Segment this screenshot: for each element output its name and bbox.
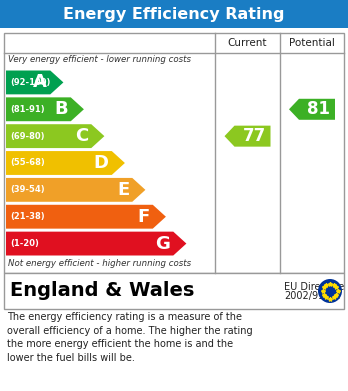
Text: Potential: Potential xyxy=(289,38,335,48)
Text: (69-80): (69-80) xyxy=(10,132,45,141)
Circle shape xyxy=(318,279,342,303)
Polygon shape xyxy=(224,126,270,147)
Text: EU Directive: EU Directive xyxy=(284,282,344,292)
Text: Energy Efficiency Rating: Energy Efficiency Rating xyxy=(63,7,285,22)
Text: (1-20): (1-20) xyxy=(10,239,39,248)
Text: G: G xyxy=(156,235,170,253)
Polygon shape xyxy=(289,99,335,120)
Polygon shape xyxy=(6,97,84,121)
Text: 81: 81 xyxy=(307,100,330,118)
Text: (39-54): (39-54) xyxy=(10,185,45,194)
Text: B: B xyxy=(54,100,68,118)
Text: E: E xyxy=(117,181,129,199)
Text: (92-100): (92-100) xyxy=(10,78,50,87)
Text: C: C xyxy=(75,127,88,145)
Text: A: A xyxy=(33,74,47,91)
Bar xyxy=(4,33,344,273)
Polygon shape xyxy=(6,70,63,94)
Text: Not energy efficient - higher running costs: Not energy efficient - higher running co… xyxy=(8,259,191,268)
Polygon shape xyxy=(6,178,145,202)
Text: (21-38): (21-38) xyxy=(10,212,45,221)
Text: (81-91): (81-91) xyxy=(10,105,45,114)
Bar xyxy=(4,273,344,309)
Polygon shape xyxy=(6,124,104,148)
Text: D: D xyxy=(94,154,109,172)
Text: Current: Current xyxy=(228,38,267,48)
Polygon shape xyxy=(6,151,125,175)
Text: Very energy efficient - lower running costs: Very energy efficient - lower running co… xyxy=(8,55,191,64)
Polygon shape xyxy=(6,205,166,229)
Text: (55-68): (55-68) xyxy=(10,158,45,167)
Text: England & Wales: England & Wales xyxy=(10,282,195,301)
Text: The energy efficiency rating is a measure of the
overall efficiency of a home. T: The energy efficiency rating is a measur… xyxy=(7,312,253,363)
Text: 77: 77 xyxy=(242,127,266,145)
Bar xyxy=(0,0,348,28)
Polygon shape xyxy=(6,231,187,255)
Text: 2002/91/EC: 2002/91/EC xyxy=(284,291,340,301)
Text: F: F xyxy=(137,208,150,226)
